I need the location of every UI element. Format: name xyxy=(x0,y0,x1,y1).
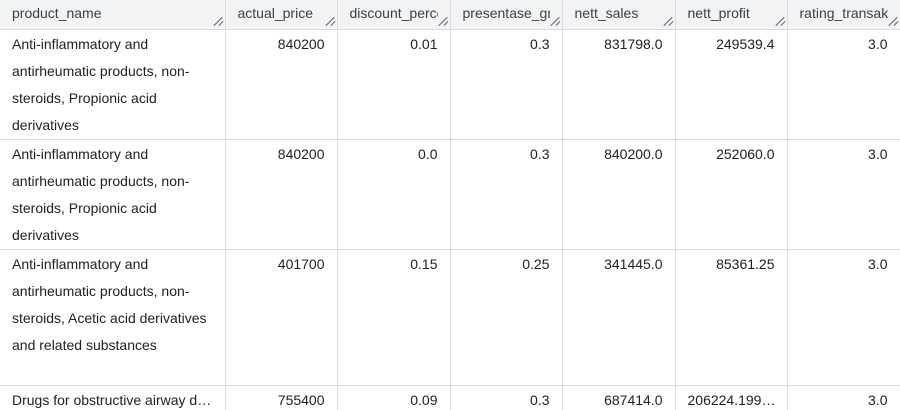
cell-value: 85361.25 xyxy=(716,255,775,272)
cell-nett-profit[interactable]: 249539.4 xyxy=(675,29,788,140)
cell-actual-price[interactable]: 755400 xyxy=(225,385,338,410)
cell-presentase-gross[interactable]: 0.3 xyxy=(450,29,563,140)
cell-value: 252060.0 xyxy=(716,145,775,162)
cell-value: 0.09 xyxy=(410,391,438,408)
cell-value: 249539.4 xyxy=(716,35,775,52)
resize-handle-icon[interactable] xyxy=(888,16,898,26)
cell-value: 840200.0 xyxy=(604,145,663,162)
cell-product-name[interactable]: Anti-inflammatory and antirheumatic prod… xyxy=(0,29,226,140)
cell-value: 687414.0 xyxy=(604,391,663,408)
cell-discount-percentage[interactable]: 0.09 xyxy=(337,385,451,410)
column-header-discount-percentage[interactable]: discount_percen xyxy=(337,0,451,30)
table-row: Anti-inflammatory and antirheumatic prod… xyxy=(0,139,900,250)
resize-handle-icon[interactable] xyxy=(438,16,448,26)
cell-value: 0.3 xyxy=(530,391,550,408)
cell-nett-sales[interactable]: 840200.0 xyxy=(562,139,676,250)
resize-handle-icon[interactable] xyxy=(663,16,673,26)
column-header-nett-sales[interactable]: nett_sales xyxy=(562,0,676,30)
cell-value: 341445.0 xyxy=(604,255,663,272)
cell-discount-percentage[interactable]: 0.15 xyxy=(337,249,451,386)
cell-rating-transaksi[interactable]: 3.0 xyxy=(787,29,900,140)
cell-value: 0.3 xyxy=(530,35,550,52)
table-row: Anti-inflammatory and antirheumatic prod… xyxy=(0,29,900,140)
cell-value: 0.3 xyxy=(530,145,550,162)
column-header-actual-price[interactable]: actual_price xyxy=(225,0,338,30)
resize-handle-icon[interactable] xyxy=(550,16,560,26)
cell-rating-transaksi[interactable]: 3.0 xyxy=(787,249,900,386)
cell-value: 0.01 xyxy=(410,35,438,52)
cell-nett-sales[interactable]: 831798.0 xyxy=(562,29,676,140)
cell-nett-sales[interactable]: 341445.0 xyxy=(562,249,676,386)
cell-nett-profit[interactable]: 252060.0 xyxy=(675,139,788,250)
cell-value: 206224.199… xyxy=(687,391,776,408)
cell-actual-price[interactable]: 840200 xyxy=(225,29,338,140)
cell-presentase-gross[interactable]: 0.3 xyxy=(450,139,563,250)
cell-product-name[interactable]: Drugs for obstructive airway di… xyxy=(0,385,226,410)
resize-handle-icon[interactable] xyxy=(775,16,785,26)
cell-value: 3.0 xyxy=(868,35,888,52)
cell-value: 755400 xyxy=(277,391,325,408)
header-row: product_name actual_price discount_perce… xyxy=(0,0,900,30)
column-header-product-name[interactable]: product_name xyxy=(0,0,226,30)
cell-discount-percentage[interactable]: 0.01 xyxy=(337,29,451,140)
cell-value: 0.0 xyxy=(418,145,438,162)
cell-nett-sales[interactable]: 687414.0 xyxy=(562,385,676,410)
cell-value: 831798.0 xyxy=(604,35,663,52)
cell-discount-percentage[interactable]: 0.0 xyxy=(337,139,451,250)
cell-value: Anti-inflammatory and antirheumatic prod… xyxy=(12,255,207,353)
column-header-rating-transaksi[interactable]: rating_transaksi xyxy=(787,0,900,30)
cell-value: 0.15 xyxy=(410,255,438,272)
cell-presentase-gross[interactable]: 0.25 xyxy=(450,249,563,386)
cell-value: 3.0 xyxy=(868,391,888,408)
cell-product-name[interactable]: Anti-inflammatory and antirheumatic prod… xyxy=(0,139,226,250)
column-header-label: rating_transaksi xyxy=(799,5,888,22)
cell-nett-profit[interactable]: 206224.199… xyxy=(675,385,788,410)
column-header-label: discount_percen xyxy=(349,5,438,22)
cell-value: 0.25 xyxy=(522,255,550,272)
column-header-nett-profit[interactable]: nett_profit xyxy=(675,0,788,30)
cell-nett-profit[interactable]: 85361.25 xyxy=(675,249,788,386)
column-header-label: nett_profit xyxy=(687,5,750,22)
cell-value: 3.0 xyxy=(868,255,888,272)
cell-product-name[interactable]: Anti-inflammatory and antirheumatic prod… xyxy=(0,249,226,386)
column-header-label: actual_price xyxy=(237,5,314,22)
column-header-label: presentase_gros xyxy=(462,5,550,22)
resize-handle-icon[interactable] xyxy=(213,16,223,26)
cell-rating-transaksi[interactable]: 3.0 xyxy=(787,385,900,410)
column-header-presentase-gross[interactable]: presentase_gros xyxy=(450,0,563,30)
table-row: Drugs for obstructive airway di… 755400 … xyxy=(0,385,900,410)
cell-value: 840200 xyxy=(277,145,325,162)
column-header-label: nett_sales xyxy=(574,5,639,22)
cell-rating-transaksi[interactable]: 3.0 xyxy=(787,139,900,250)
cell-value: 401700 xyxy=(277,255,325,272)
cell-value: 840200 xyxy=(277,35,325,52)
table-row: Anti-inflammatory and antirheumatic prod… xyxy=(0,249,900,386)
cell-value: Anti-inflammatory and antirheumatic prod… xyxy=(12,35,190,133)
cell-actual-price[interactable]: 840200 xyxy=(225,139,338,250)
cell-presentase-gross[interactable]: 0.3 xyxy=(450,385,563,410)
resize-handle-icon[interactable] xyxy=(325,16,335,26)
cell-value: 3.0 xyxy=(868,145,888,162)
cell-actual-price[interactable]: 401700 xyxy=(225,249,338,386)
cell-value: Drugs for obstructive airway di… xyxy=(12,391,213,408)
cell-value: Anti-inflammatory and antirheumatic prod… xyxy=(12,145,190,243)
column-header-label: product_name xyxy=(12,5,102,22)
